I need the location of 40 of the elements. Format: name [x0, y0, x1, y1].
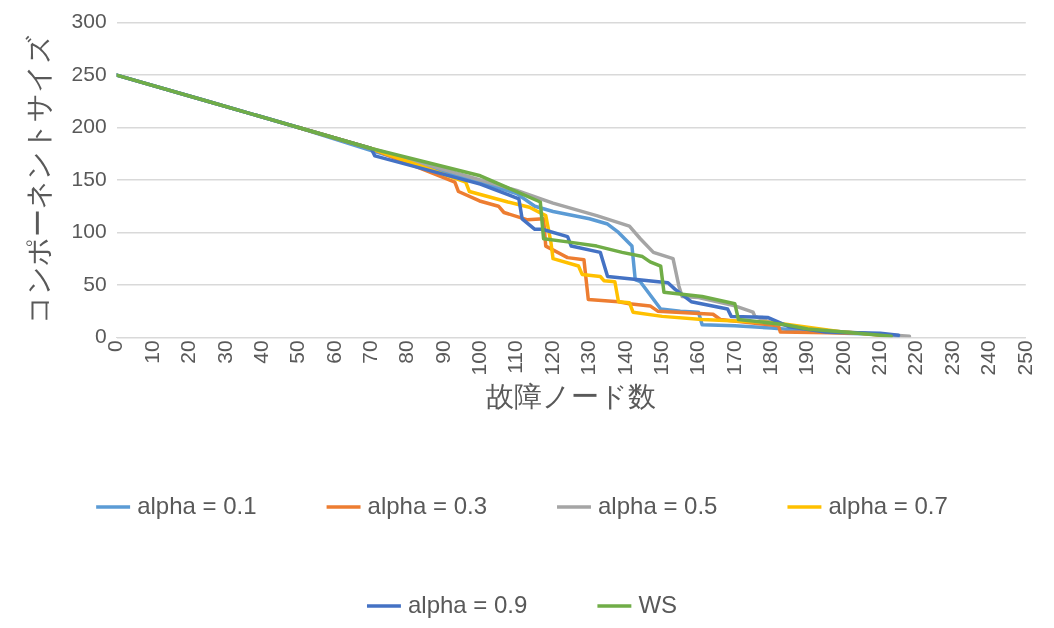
- x-axis-title: 故障ノード数: [486, 380, 657, 414]
- x-tick-label: 200: [830, 340, 854, 376]
- x-tick-label: 230: [939, 340, 963, 376]
- legend-label: alpha = 0.5: [598, 491, 718, 519]
- legend-label: WS: [638, 590, 678, 618]
- x-tick-label: 10: [139, 340, 163, 364]
- y-tick-label: 0: [94, 324, 107, 348]
- x-tick-label: 170: [721, 340, 745, 376]
- x-tick-label: 120: [539, 340, 563, 376]
- y-tick-label: 50: [83, 271, 107, 295]
- x-tick-label: 190: [794, 340, 818, 376]
- y-tick-label: 150: [71, 166, 107, 190]
- x-tick-label: 180: [758, 340, 782, 376]
- legend-label: alpha = 0.9: [407, 590, 528, 618]
- legend-label: alpha = 0.3: [367, 491, 487, 519]
- x-tick-label: 160: [685, 340, 709, 376]
- x-tick-label: 30: [212, 340, 236, 364]
- x-tick-label: 140: [612, 340, 636, 376]
- y-tick-label: 250: [71, 61, 107, 85]
- x-tick-label: 210: [867, 340, 891, 376]
- x-tick-label: 240: [976, 340, 1000, 376]
- x-tick-label: 150: [648, 340, 672, 376]
- x-tick-label: 50: [285, 340, 309, 364]
- y-axis-title: コンポーネントサイズ: [22, 35, 56, 325]
- x-tick-label: 80: [394, 340, 418, 364]
- x-tick-label: 40: [248, 340, 272, 364]
- x-tick-label: 130: [576, 340, 600, 376]
- x-tick-label: 60: [321, 340, 345, 364]
- y-tick-label: 200: [71, 114, 107, 138]
- x-tick-label: 20: [176, 340, 200, 364]
- x-tick-label: 70: [358, 340, 381, 364]
- x-tick-label: 100: [467, 340, 491, 376]
- x-tick-label: 220: [903, 340, 927, 376]
- legend-label: alpha = 0.7: [828, 491, 948, 519]
- legend-label: alpha = 0.1: [137, 491, 257, 519]
- y-tick-label: 300: [71, 9, 107, 33]
- x-tick-label: 90: [430, 340, 454, 364]
- y-tick-label: 100: [71, 219, 107, 243]
- x-tick-label: 250: [1012, 340, 1036, 376]
- x-tick-label: 110: [503, 340, 527, 374]
